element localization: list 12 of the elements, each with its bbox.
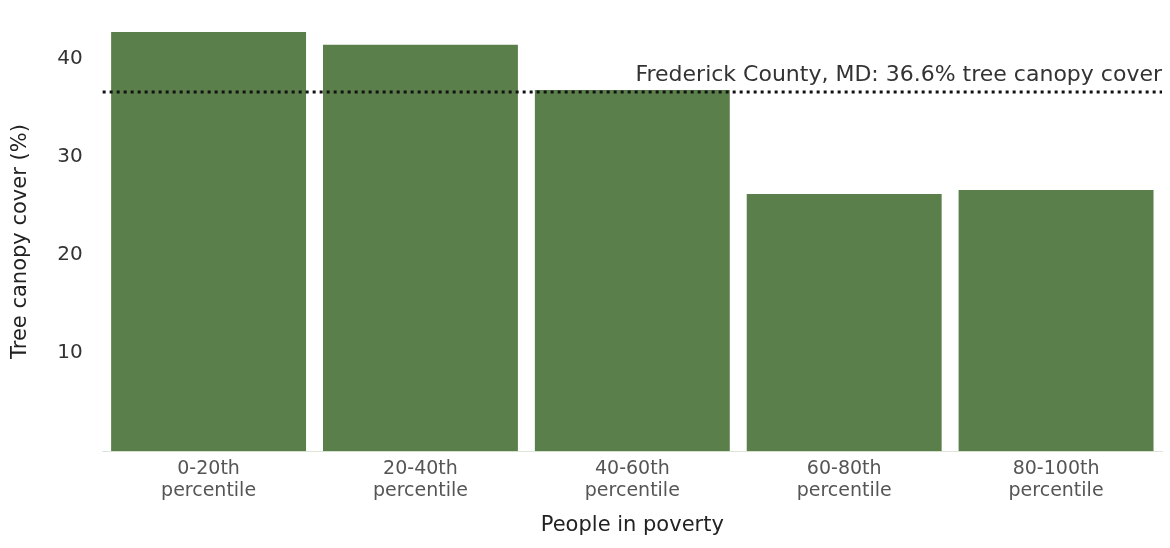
x-tick-label: 60-80th percentile	[796, 455, 892, 501]
ref-line-label: Frederick County, MD: 36.6% tree canopy cover	[635, 60, 1163, 86]
y-tick-label: 40	[57, 44, 83, 69]
x-tick-label: 80-100th percentile	[1008, 455, 1104, 501]
x-tick-label: 40-60th percentile	[584, 455, 680, 501]
y-tick-label: 10	[57, 339, 83, 364]
x-axis-title: People in poverty	[540, 511, 724, 536]
y-tick-label: 20	[57, 241, 83, 266]
x-tick-label: 20-40th percentile	[372, 455, 468, 501]
y-axis-title: Tree canopy cover (%)	[7, 124, 32, 361]
y-tick-label: 30	[57, 142, 83, 167]
x-tick-label: 0-20th percentile	[161, 455, 257, 501]
